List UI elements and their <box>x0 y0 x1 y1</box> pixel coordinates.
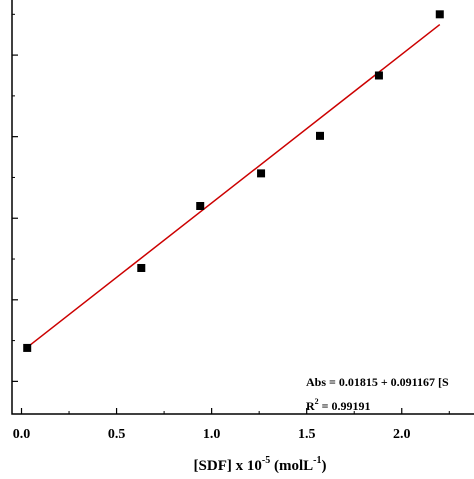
r-squared-annotation: R2 = 0.99191 <box>306 397 371 413</box>
data-point-2 <box>196 202 205 210</box>
y-axis-ticks <box>12 13 18 382</box>
plot-frame <box>11 0 474 415</box>
data-point-4 <box>316 131 324 140</box>
data-point-5 <box>374 71 383 80</box>
data-points <box>23 10 444 352</box>
x-tick-label-1: 0.5 <box>108 427 126 442</box>
data-point-3 <box>257 169 266 178</box>
x-tick-label-3: 1.5 <box>298 427 316 442</box>
equation-annotation: Abs = 0.01815 + 0.091167 [S <box>306 375 449 389</box>
x-label-exp: -5 <box>262 455 270 466</box>
x-label-close: ) <box>321 458 326 474</box>
fit-layer <box>26 23 441 348</box>
r2-exponent: 2 <box>315 397 319 406</box>
x-tick-label-4: 2.0 <box>393 427 411 442</box>
plot-area <box>11 0 474 415</box>
x-label-base: [SDF] x 10 <box>194 458 262 474</box>
x-axis-ticks: 0.0 0.5 1.0 1.5 2.0 <box>13 408 450 442</box>
fit-line <box>26 23 441 348</box>
x-label-unit: (molL <box>270 458 313 474</box>
x-tick-label-0: 0.0 <box>13 427 31 442</box>
r2-label: R <box>306 399 315 413</box>
data-point-0 <box>23 343 32 352</box>
r2-value: = 0.99191 <box>319 399 371 413</box>
x-label-unit-exp: -1 <box>313 455 321 466</box>
data-point-1 <box>137 263 146 272</box>
x-axis-label: [SDF] x 10-5 (molL-1) <box>194 455 327 474</box>
x-tick-label-2: 1.0 <box>203 427 221 442</box>
data-point-6 <box>435 10 444 19</box>
